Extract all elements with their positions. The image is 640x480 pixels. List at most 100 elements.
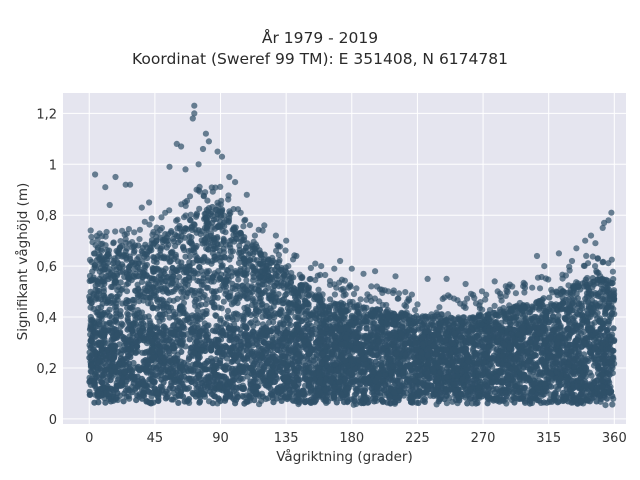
data-point bbox=[241, 285, 249, 292]
data-point bbox=[237, 249, 245, 256]
data-point bbox=[87, 304, 94, 311]
data-point bbox=[130, 321, 137, 328]
data-point bbox=[271, 298, 278, 305]
data-point bbox=[205, 208, 212, 215]
data-point bbox=[237, 265, 244, 273]
data-point bbox=[180, 244, 187, 251]
data-point bbox=[270, 319, 277, 326]
data-point bbox=[322, 303, 329, 310]
data-point bbox=[105, 247, 113, 254]
data-point bbox=[427, 321, 434, 328]
data-point bbox=[192, 252, 199, 260]
data-point bbox=[257, 295, 264, 302]
data-point bbox=[514, 381, 521, 388]
data-point bbox=[215, 251, 222, 258]
data-point bbox=[107, 321, 115, 328]
data-point bbox=[548, 302, 555, 309]
data-point bbox=[131, 310, 138, 317]
data-point bbox=[135, 254, 142, 261]
data-point bbox=[194, 307, 201, 314]
data-point bbox=[115, 250, 122, 257]
data-point bbox=[248, 319, 255, 326]
data-point bbox=[245, 251, 252, 258]
data-point bbox=[260, 278, 267, 285]
data-point bbox=[281, 275, 288, 282]
data-point bbox=[363, 304, 370, 311]
data-point bbox=[152, 265, 160, 272]
data-point bbox=[232, 230, 240, 238]
data-point bbox=[288, 301, 295, 308]
data-point bbox=[303, 299, 311, 306]
data-point bbox=[165, 231, 172, 238]
data-point bbox=[295, 307, 303, 314]
data-point bbox=[96, 318, 103, 325]
data-point bbox=[242, 256, 249, 263]
data-point bbox=[172, 242, 179, 250]
data-point bbox=[506, 318, 513, 326]
data-point bbox=[569, 290, 576, 297]
data-point bbox=[232, 268, 239, 275]
data-point bbox=[255, 287, 262, 294]
data-point bbox=[538, 318, 545, 325]
data-point bbox=[170, 255, 178, 262]
data-point bbox=[123, 245, 130, 252]
data-point bbox=[208, 288, 216, 295]
data-point bbox=[332, 314, 339, 321]
data-point bbox=[124, 310, 131, 317]
data-point bbox=[156, 318, 163, 325]
data-point bbox=[212, 256, 219, 263]
data-point bbox=[106, 312, 113, 319]
data-point bbox=[527, 315, 534, 322]
data-point bbox=[235, 259, 243, 267]
data-point bbox=[602, 402, 609, 409]
data-point bbox=[287, 322, 294, 329]
data-point bbox=[605, 302, 612, 309]
data-point bbox=[219, 282, 226, 289]
data-point bbox=[188, 240, 195, 247]
data-point bbox=[185, 290, 192, 297]
data-point bbox=[201, 236, 208, 244]
data-point bbox=[191, 287, 199, 295]
data-point bbox=[136, 260, 143, 267]
data-point bbox=[104, 298, 111, 305]
data-point bbox=[229, 280, 236, 287]
data-point bbox=[205, 246, 212, 253]
data-point bbox=[186, 253, 194, 260]
data-point bbox=[569, 299, 577, 306]
data-point bbox=[566, 306, 573, 313]
data-point bbox=[588, 372, 595, 379]
data-point bbox=[599, 303, 606, 310]
data-point bbox=[129, 296, 136, 303]
data-point bbox=[203, 225, 210, 232]
data-points bbox=[86, 102, 618, 409]
data-point bbox=[228, 273, 235, 280]
data-point bbox=[279, 296, 286, 304]
data-point bbox=[576, 307, 584, 314]
data-point bbox=[157, 272, 164, 279]
data-point bbox=[139, 349, 146, 356]
data-point bbox=[166, 314, 173, 321]
data-point bbox=[576, 300, 583, 307]
data-point bbox=[266, 292, 273, 299]
chart-title: År 1979 - 2019 bbox=[261, 29, 379, 47]
data-point bbox=[260, 256, 267, 263]
data-point bbox=[101, 278, 108, 285]
data-point bbox=[175, 282, 183, 289]
data-point bbox=[124, 317, 131, 324]
data-point bbox=[91, 262, 98, 269]
data-point bbox=[335, 301, 342, 308]
data-point bbox=[223, 217, 230, 224]
data-point bbox=[304, 291, 311, 298]
data-point bbox=[168, 249, 175, 257]
data-point bbox=[341, 315, 348, 322]
data-point bbox=[163, 244, 170, 251]
data-point bbox=[113, 319, 120, 326]
data-point bbox=[138, 248, 145, 255]
data-point bbox=[182, 253, 189, 260]
data-point bbox=[135, 242, 142, 249]
data-point bbox=[320, 314, 327, 321]
data-point bbox=[153, 296, 160, 303]
data-point bbox=[193, 210, 200, 217]
data-point bbox=[145, 300, 152, 307]
